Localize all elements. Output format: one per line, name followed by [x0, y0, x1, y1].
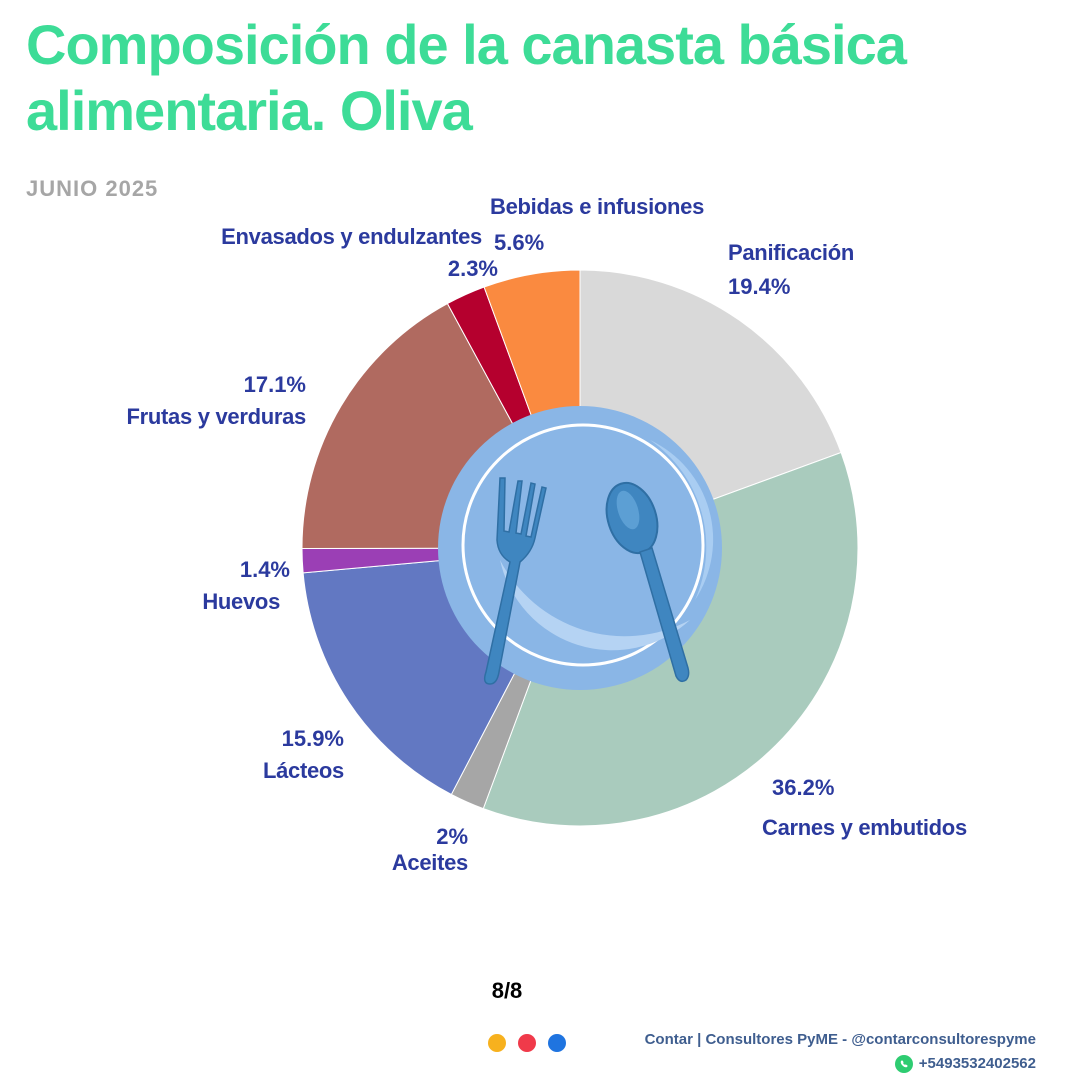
brand-dot-yellow — [488, 1034, 506, 1052]
label-name: Huevos — [202, 589, 280, 614]
brand-dots — [488, 1034, 566, 1052]
footer: Contar | Consultores PyME - @contarconsu… — [645, 1028, 1036, 1076]
plate-shine — [500, 560, 690, 651]
label-envasados: Envasados y endulzantes 2.3% — [221, 224, 498, 282]
title-line-2: alimentaria. Oliva — [26, 79, 473, 142]
brand-dot-blue — [548, 1034, 566, 1052]
label-lacteos: 15.9% Lácteos — [263, 726, 344, 784]
page-number: 8/8 — [491, 978, 523, 1003]
label-value: 5.6% — [494, 230, 545, 255]
label-value: 2% — [436, 824, 468, 849]
label-value: 2.3% — [447, 256, 498, 281]
label-name: Lácteos — [262, 758, 344, 783]
label-name: Panificación — [728, 240, 854, 265]
label-aceites: 2% Aceites — [392, 824, 468, 876]
label-name: Bebidas e infusiones — [490, 194, 705, 219]
label-huevos: 1.4% Huevos — [202, 557, 290, 615]
plate-illustration — [438, 406, 722, 690]
label-value: 36.2% — [772, 775, 835, 800]
fork-icon — [483, 477, 547, 685]
label-name: Frutas y verduras — [126, 404, 306, 429]
title-line-1: Composición de la canasta básica — [26, 13, 907, 76]
label-name: Envasados y endulzantes — [221, 224, 482, 249]
label-value: 19.4% — [728, 274, 791, 299]
label-bebidas: Bebidas e infusiones 5.6% — [490, 194, 704, 256]
label-carnes: 36.2% Carnes y embutidos — [762, 775, 967, 841]
plate-ring — [461, 423, 705, 667]
label-value: 17.1% — [243, 372, 306, 397]
label-name: Aceites — [391, 850, 468, 875]
brand-dot-red — [518, 1034, 536, 1052]
footer-brand: Contar | Consultores PyME - @contarconsu… — [644, 1031, 1036, 1048]
footer-contact: +5493532402562 — [645, 1052, 1036, 1076]
label-value: 15.9% — [281, 726, 344, 751]
label-panificacion: Panificación 19.4% — [728, 240, 854, 300]
chart-subtitle: JUNIO 2025 — [26, 176, 159, 201]
whatsapp-icon — [894, 1055, 913, 1073]
footer-phone: +5493532402562 — [918, 1055, 1036, 1072]
label-name: Carnes y embutidos — [762, 815, 967, 840]
page-title: Composición de la canasta básica aliment… — [26, 12, 1066, 144]
label-frutas: 17.1% Frutas y verduras — [126, 372, 306, 430]
spoon-icon — [605, 481, 690, 683]
label-value: 1.4% — [239, 557, 290, 582]
